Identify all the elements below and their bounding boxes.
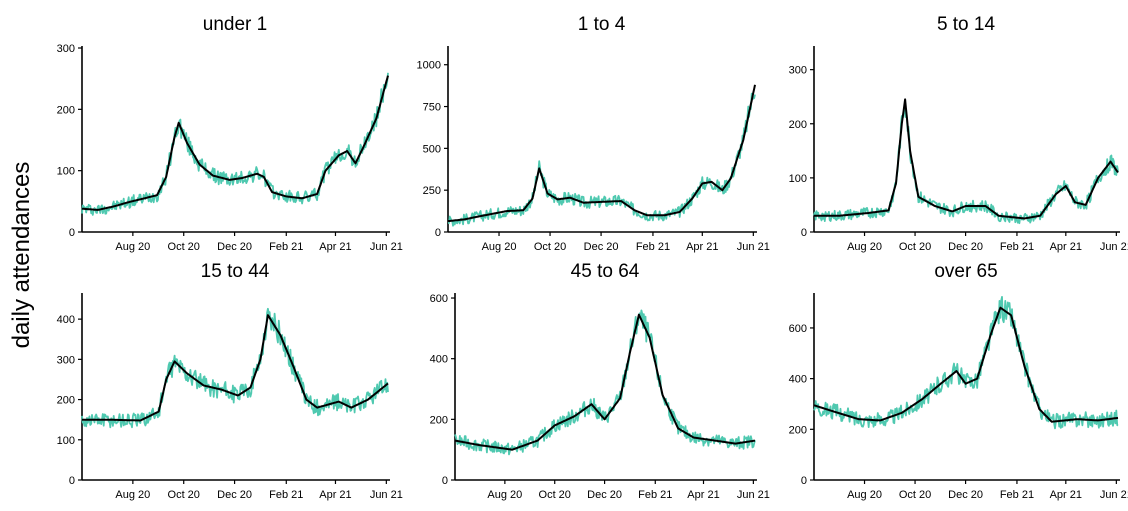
- y-tick-label: 750: [423, 102, 441, 114]
- y-tick-label: 300: [789, 65, 807, 77]
- panel-5: over 65 0 200 400 600 Aug 20 Oct 20 Dec 20 Feb 2…: [789, 261, 1128, 501]
- y-tick-label: 200: [789, 119, 807, 131]
- x-tick-label: Feb 21: [636, 241, 670, 253]
- x-tick-label: Oct 20: [899, 241, 931, 253]
- x-tick-label: Oct 20: [534, 241, 566, 253]
- panel-3: 15 to 44 0 100 200 300 400 Aug 20 Oct 20 Dec 20 F…: [57, 261, 403, 501]
- y-tick-label: 200: [57, 104, 75, 116]
- panel-1: 1 to 4 0 250 500 750 1000 Aug 20 Oct 20 Dec 20 Fe…: [417, 14, 770, 253]
- x-tick-label: Apr 21: [319, 241, 351, 253]
- x-tick-label: Aug 20: [847, 241, 882, 253]
- y-tick-label: 400: [57, 314, 75, 326]
- y-tick-label: 1000: [417, 60, 441, 72]
- x-tick-label: Jun 21: [370, 241, 403, 253]
- smoothed-series-line: [813, 98, 1119, 220]
- raw-series-line: [447, 92, 756, 227]
- raw-series-line: [81, 307, 389, 429]
- y-tick-label: 300: [57, 354, 75, 366]
- x-tick-label: Dec 20: [584, 241, 619, 253]
- y-tick-label: 200: [789, 424, 807, 436]
- x-tick-label: Feb 21: [269, 241, 303, 253]
- x-tick-label: Jun 21: [370, 489, 403, 501]
- panel-title: 45 to 64: [571, 261, 640, 282]
- y-tick-label: 200: [57, 395, 75, 407]
- x-tick-label: Aug 20: [487, 489, 522, 501]
- x-tick-label: Oct 20: [899, 489, 931, 501]
- x-tick-label: Feb 21: [269, 489, 303, 501]
- x-tick-label: Feb 21: [1000, 241, 1034, 253]
- raw-series-line: [454, 309, 756, 456]
- x-tick-label: Dec 20: [217, 241, 252, 253]
- x-tick-label: Jun 21: [737, 241, 770, 253]
- x-tick-label: Aug 20: [115, 241, 150, 253]
- x-tick-label: Jun 21: [1100, 241, 1128, 253]
- panel-2: 5 to 14 0 100 200 300 Aug 20 Oct 20 Dec 20 Feb 2…: [789, 14, 1128, 253]
- x-tick-label: Oct 20: [168, 241, 200, 253]
- y-tick-label: 250: [423, 185, 441, 197]
- panel-title: 5 to 14: [937, 14, 996, 35]
- y-tick-label: 200: [430, 414, 448, 426]
- x-tick-label: Dec 20: [587, 489, 622, 501]
- x-tick-label: Apr 21: [1050, 241, 1082, 253]
- x-tick-label: Feb 21: [1000, 489, 1034, 501]
- panel-title: under 1: [203, 14, 267, 35]
- smoothed-series-line: [81, 75, 389, 211]
- panel-title: 15 to 44: [201, 261, 270, 282]
- smoothed-series-line: [447, 84, 756, 223]
- y-tick-label: 600: [430, 293, 448, 305]
- y-tick-label: 600: [789, 323, 807, 335]
- panel-0: under 1 0 100 200 300 Aug 20 Oct 20 Dec 20 Feb 2…: [57, 14, 403, 253]
- y-tick-label: 0: [69, 475, 75, 487]
- y-tick-label: 500: [423, 143, 441, 155]
- raw-series-line: [81, 72, 389, 216]
- y-tick-label: 300: [57, 43, 75, 55]
- x-tick-label: Dec 20: [948, 489, 983, 501]
- y-tick-label: 0: [442, 475, 448, 487]
- x-tick-label: Apr 21: [687, 489, 719, 501]
- smoothed-series-line: [454, 313, 756, 451]
- y-tick-label: 400: [789, 374, 807, 386]
- smoothed-series-line: [813, 306, 1119, 423]
- y-tick-label: 100: [789, 173, 807, 185]
- y-tick-label: 0: [69, 227, 75, 239]
- x-tick-label: Aug 20: [115, 489, 150, 501]
- y-tick-label: 0: [801, 227, 807, 239]
- x-tick-label: Oct 20: [539, 489, 571, 501]
- panel-4: 45 to 64 0 200 400 600 Aug 20 Oct 20 Dec 20 Feb …: [430, 261, 770, 501]
- smoothed-series-line: [81, 314, 389, 422]
- x-tick-label: Jun 21: [1100, 489, 1128, 501]
- x-tick-label: Dec 20: [948, 241, 983, 253]
- y-tick-label: 400: [430, 354, 448, 366]
- y-tick-label: 0: [435, 227, 441, 239]
- x-tick-label: Aug 20: [847, 489, 882, 501]
- y-axis-label-area: daily attendances: [2, 0, 42, 506]
- panel-title: 1 to 4: [578, 14, 626, 35]
- panel-title: over 65: [934, 261, 997, 282]
- y-tick-label: 100: [57, 166, 75, 178]
- x-tick-label: Apr 21: [319, 489, 351, 501]
- x-tick-label: Dec 20: [217, 489, 252, 501]
- x-tick-label: Apr 21: [1050, 489, 1082, 501]
- x-tick-label: Oct 20: [168, 489, 200, 501]
- y-tick-label: 0: [801, 475, 807, 487]
- y-tick-label: 100: [57, 435, 75, 447]
- x-tick-label: Feb 21: [638, 489, 672, 501]
- x-tick-label: Apr 21: [686, 241, 718, 253]
- x-tick-label: Aug 20: [482, 241, 517, 253]
- x-tick-label: Jun 21: [737, 489, 770, 501]
- y-axis-label: daily attendances: [8, 161, 35, 349]
- raw-series-line: [813, 296, 1119, 430]
